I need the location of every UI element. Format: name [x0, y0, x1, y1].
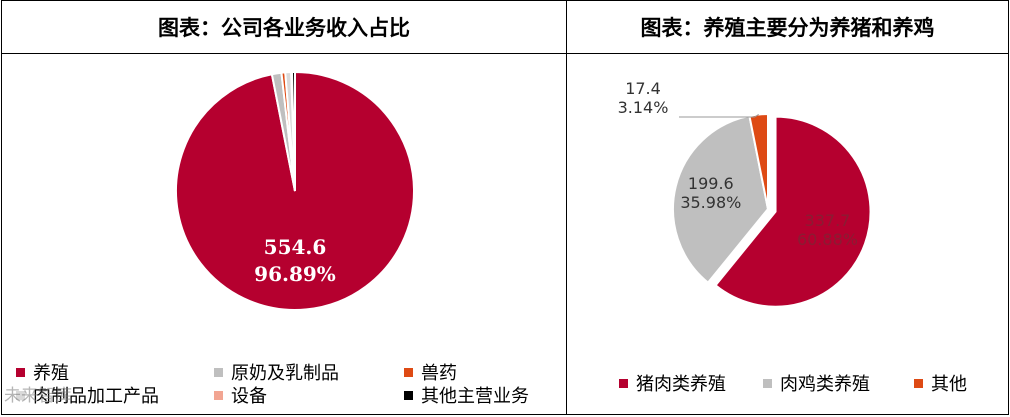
legend-label: 其他主营业务 — [421, 386, 529, 407]
legend-item-shouyao: 兽药 — [404, 359, 457, 385]
legend-item-rouzhipin: 肉制品加工产品 — [16, 382, 159, 408]
data-label: 35.98% — [680, 193, 741, 212]
legend-swatch — [404, 367, 413, 377]
legend-label: 兽药 — [421, 363, 457, 384]
data-label: 96.89% — [254, 262, 336, 286]
legend-swatch — [214, 390, 223, 400]
legend-item-qita-zhuying: 其他主营业务 — [404, 382, 529, 408]
data-label: 60.88% — [797, 230, 858, 249]
data-label: 554.6 — [264, 235, 327, 259]
data-label: 337.7 — [805, 211, 851, 230]
watermark-text: 未来智库 — [4, 386, 72, 406]
pie-slice — [672, 114, 770, 285]
legend-swatch — [914, 378, 923, 388]
legend-label: 猪肉类养殖 — [636, 374, 726, 395]
right-pie-chart: 337.760.88% 199.635.98% 17.43.14% — [618, 79, 872, 308]
pie-slice — [714, 115, 872, 308]
legend-swatch — [16, 390, 25, 400]
legend-label: 其他 — [931, 374, 967, 395]
legend-label: 肉鸡类养殖 — [780, 374, 870, 395]
pie-slice — [290, 70, 296, 192]
legend-swatch — [619, 378, 628, 388]
legend-item-shebei: 设备 — [214, 382, 267, 408]
leader-line — [679, 114, 759, 118]
legend-swatch — [763, 378, 772, 388]
legend-label: 原奶及乳制品 — [231, 363, 339, 384]
legend-item-rouji: 肉鸡类养殖 — [763, 370, 870, 396]
data-label: 199.6 — [688, 174, 734, 193]
left-chart-title: 图表：公司各业务收入占比 — [2, 1, 566, 54]
legend-swatch — [404, 390, 413, 400]
legend-label: 肉制品加工产品 — [33, 386, 159, 407]
right-chart-panel: 图表：养殖主要分为养猪和养鸡 337.7 60.88% 199.6 35.98% 17.… — [567, 0, 1009, 415]
data-label: 17.4 — [625, 79, 661, 98]
legend-swatch — [16, 367, 25, 377]
left-chart-panel: 图表：公司各业务收入占比 554.6 96.89% 养殖 原奶及乳制品 兽药 肉制… — [1, 0, 567, 415]
legend-item-yangzhi: 养殖 — [16, 359, 69, 385]
legend-item-zhurou: 猪肉类养殖 — [619, 370, 726, 396]
legend-item-qita: 其他 — [914, 370, 967, 396]
legend-item-yuannai: 原奶及乳制品 — [214, 359, 339, 385]
legend-swatch — [214, 367, 223, 377]
legend-label: 养殖 — [33, 363, 69, 384]
legend-label: 设备 — [231, 386, 267, 407]
data-label: 3.14% — [618, 98, 669, 117]
right-chart-title: 图表：养殖主要分为养猪和养鸡 — [567, 1, 1008, 54]
left-pie-chart: 554.6 96.89% — [175, 70, 415, 311]
